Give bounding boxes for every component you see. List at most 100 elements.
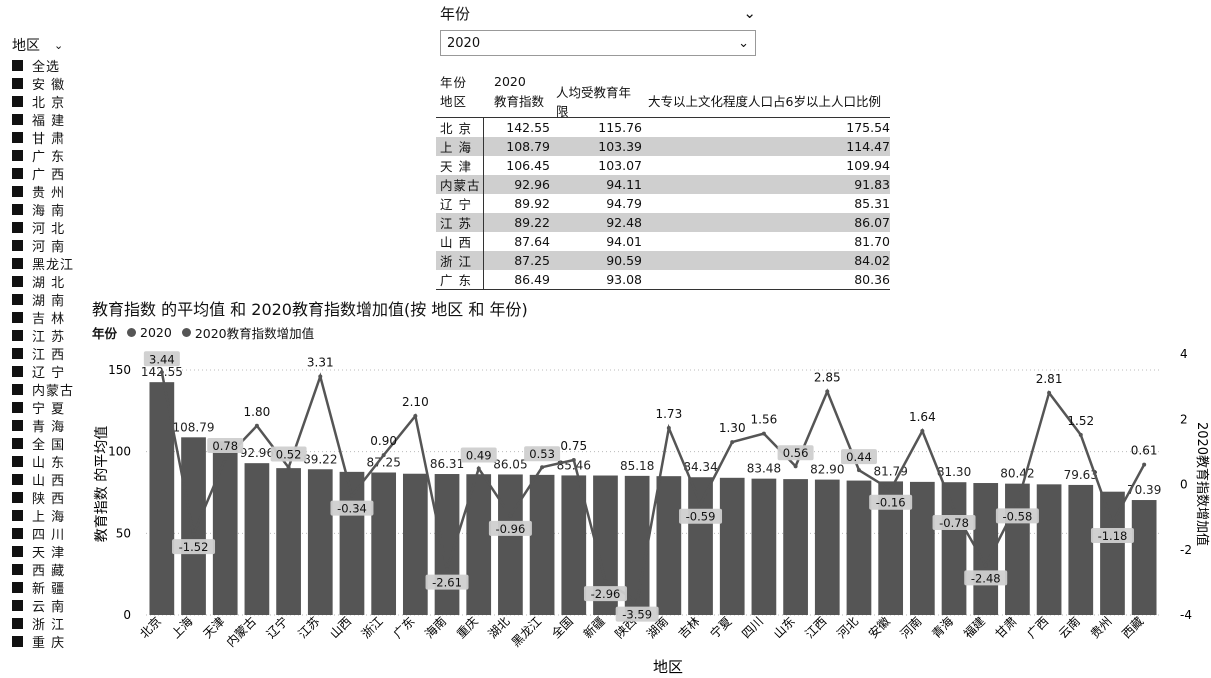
legend-entry[interactable]: 2020 xyxy=(140,325,172,340)
checkbox-icon[interactable] xyxy=(12,491,23,503)
matrix-row[interactable]: 天 津 106.45 103.07 109.94 xyxy=(436,156,890,175)
region-slicer-item[interactable]: 陕 西 xyxy=(12,488,92,507)
checkbox-icon[interactable] xyxy=(12,329,23,341)
matrix-column-header[interactable]: 教育指数 xyxy=(494,94,545,109)
checkbox-icon[interactable] xyxy=(12,131,23,143)
region-slicer-item[interactable]: 北 京 xyxy=(12,92,92,111)
region-slicer-item[interactable]: 江 西 xyxy=(12,344,92,363)
region-slicer-item[interactable]: 青 海 xyxy=(12,416,92,435)
checkbox-icon[interactable] xyxy=(12,95,23,107)
region-slicer-item[interactable]: 黑龙江 xyxy=(12,254,92,273)
checkbox-icon[interactable] xyxy=(12,545,23,557)
region-slicer-item[interactable]: 云 南 xyxy=(12,596,92,615)
matrix-cell: 86.07 xyxy=(854,215,890,230)
checkbox-icon[interactable] xyxy=(12,581,23,593)
matrix-column-header[interactable]: 人均受教育年限 xyxy=(556,84,632,119)
region-slicer-item[interactable]: 西 藏 xyxy=(12,560,92,579)
matrix-row[interactable]: 山 西 87.64 94.01 81.70 xyxy=(436,232,890,251)
region-slicer-item[interactable]: 河 南 xyxy=(12,236,92,255)
matrix-row-region: 北 京 xyxy=(440,121,472,136)
region-slicer-item[interactable]: 全 国 xyxy=(12,434,92,453)
line-label-box xyxy=(207,438,244,454)
line-label-box xyxy=(840,449,877,465)
region-slicer-item[interactable]: 贵 州 xyxy=(12,182,92,201)
region-slicer-item[interactable]: 四 川 xyxy=(12,524,92,543)
matrix-row[interactable]: 上 海 108.79 103.39 114.47 xyxy=(436,137,890,156)
matrix-row[interactable]: 北 京 142.55 115.76 175.54 xyxy=(436,118,890,137)
checkbox-icon[interactable] xyxy=(12,419,23,431)
region-slicer-header[interactable]: 地区 ⌄ xyxy=(12,36,92,54)
y-tick-label: 150 xyxy=(108,363,131,377)
checkbox-icon[interactable] xyxy=(12,59,23,71)
line-point xyxy=(223,457,228,462)
region-slicer-item[interactable]: 海 南 xyxy=(12,200,92,219)
checkbox-icon[interactable] xyxy=(12,221,23,233)
line-data-label: 0.56 xyxy=(783,446,809,460)
checkbox-icon[interactable] xyxy=(12,383,23,395)
region-slicer-item[interactable]: 广 东 xyxy=(12,146,92,165)
region-slicer-item[interactable]: 甘 肃 xyxy=(12,128,92,147)
matrix-row[interactable]: 广 东 86.49 93.08 80.36 xyxy=(436,270,890,289)
checkbox-icon[interactable] xyxy=(12,113,23,125)
checkbox-icon[interactable] xyxy=(12,509,23,521)
region-slicer-item[interactable]: 辽 宁 xyxy=(12,362,92,381)
checkbox-icon[interactable] xyxy=(12,185,23,197)
matrix-column-header[interactable]: 大专以上文化程度人口占6岁以上人口比例 xyxy=(648,94,881,109)
region-slicer-item[interactable]: 上 海 xyxy=(12,506,92,525)
matrix-row-region: 广 东 xyxy=(440,273,472,288)
checkbox-icon[interactable] xyxy=(12,527,23,539)
region-slicer-item[interactable]: 福 建 xyxy=(12,110,92,129)
region-slicer-item[interactable]: 宁 夏 xyxy=(12,398,92,417)
region-slicer-item[interactable]: 吉 林 xyxy=(12,308,92,327)
checkbox-icon[interactable] xyxy=(12,473,23,485)
checkbox-icon[interactable] xyxy=(12,239,23,251)
region-slicer-item-label: 安 徽 xyxy=(32,77,66,93)
region-slicer-item[interactable]: 安 徽 xyxy=(12,74,92,93)
checkbox-icon[interactable] xyxy=(12,257,23,269)
region-slicer-item[interactable]: 内蒙古 xyxy=(12,380,92,399)
checkbox-icon[interactable] xyxy=(12,437,23,449)
checkbox-icon[interactable] xyxy=(12,365,23,377)
x-tick-label: 辽宁 xyxy=(263,614,291,642)
line-point xyxy=(952,507,957,512)
checkbox-icon[interactable] xyxy=(12,347,23,359)
year-dropdown[interactable]: 2020 ⌄ xyxy=(440,30,756,56)
region-slicer-item[interactable]: 重 庆 xyxy=(12,632,92,651)
region-slicer-item[interactable]: 江 苏 xyxy=(12,326,92,345)
checkbox-icon[interactable] xyxy=(12,167,23,179)
checkbox-icon[interactable] xyxy=(12,203,23,215)
region-slicer-item[interactable]: 山 东 xyxy=(12,452,92,471)
checkbox-icon[interactable] xyxy=(12,617,23,629)
region-slicer-item[interactable]: 河 北 xyxy=(12,218,92,237)
region-slicer-item[interactable]: 全选 xyxy=(12,56,92,75)
checkbox-icon[interactable] xyxy=(12,275,23,287)
region-slicer-item[interactable]: 新 疆 xyxy=(12,578,92,597)
checkbox-icon[interactable] xyxy=(12,563,23,575)
bar-data-label: 84.34 xyxy=(683,460,717,474)
chevron-down-icon[interactable]: ⌄ xyxy=(743,4,756,22)
checkbox-icon[interactable] xyxy=(12,77,23,89)
region-slicer-item[interactable]: 天 津 xyxy=(12,542,92,561)
checkbox-icon[interactable] xyxy=(12,311,23,323)
legend-entry[interactable]: 2020教育指数增加值 xyxy=(194,326,315,341)
checkbox-icon[interactable] xyxy=(12,455,23,467)
matrix-row[interactable]: 辽 宁 89.92 94.79 85.31 xyxy=(436,194,890,213)
checkbox-icon[interactable] xyxy=(12,293,23,305)
year-slicer-header[interactable]: 年份 ⌄ xyxy=(440,2,756,24)
region-slicer-item[interactable]: 湖 南 xyxy=(12,290,92,309)
region-slicer-item[interactable]: 广 西 xyxy=(12,164,92,183)
region-slicer-item[interactable]: 湖 北 xyxy=(12,272,92,291)
region-slicer-item[interactable]: 浙 江 xyxy=(12,614,92,633)
x-tick-label: 上海 xyxy=(168,614,196,642)
matrix-row[interactable]: 内蒙古 92.96 94.11 91.83 xyxy=(436,175,890,194)
matrix-row[interactable]: 浙 江 87.25 90.59 84.02 xyxy=(436,251,890,270)
chevron-down-icon[interactable]: ⌄ xyxy=(54,38,64,52)
checkbox-icon[interactable] xyxy=(12,149,23,161)
checkbox-icon[interactable] xyxy=(12,599,23,611)
region-slicer-item[interactable]: 山 西 xyxy=(12,470,92,489)
checkbox-icon[interactable] xyxy=(12,635,23,647)
checkbox-icon[interactable] xyxy=(12,401,23,413)
bar-data-label: 85.18 xyxy=(620,459,654,473)
matrix-row[interactable]: 江 苏 89.22 92.48 86.07 xyxy=(436,213,890,232)
x-tick-label: 内蒙古 xyxy=(223,614,259,650)
